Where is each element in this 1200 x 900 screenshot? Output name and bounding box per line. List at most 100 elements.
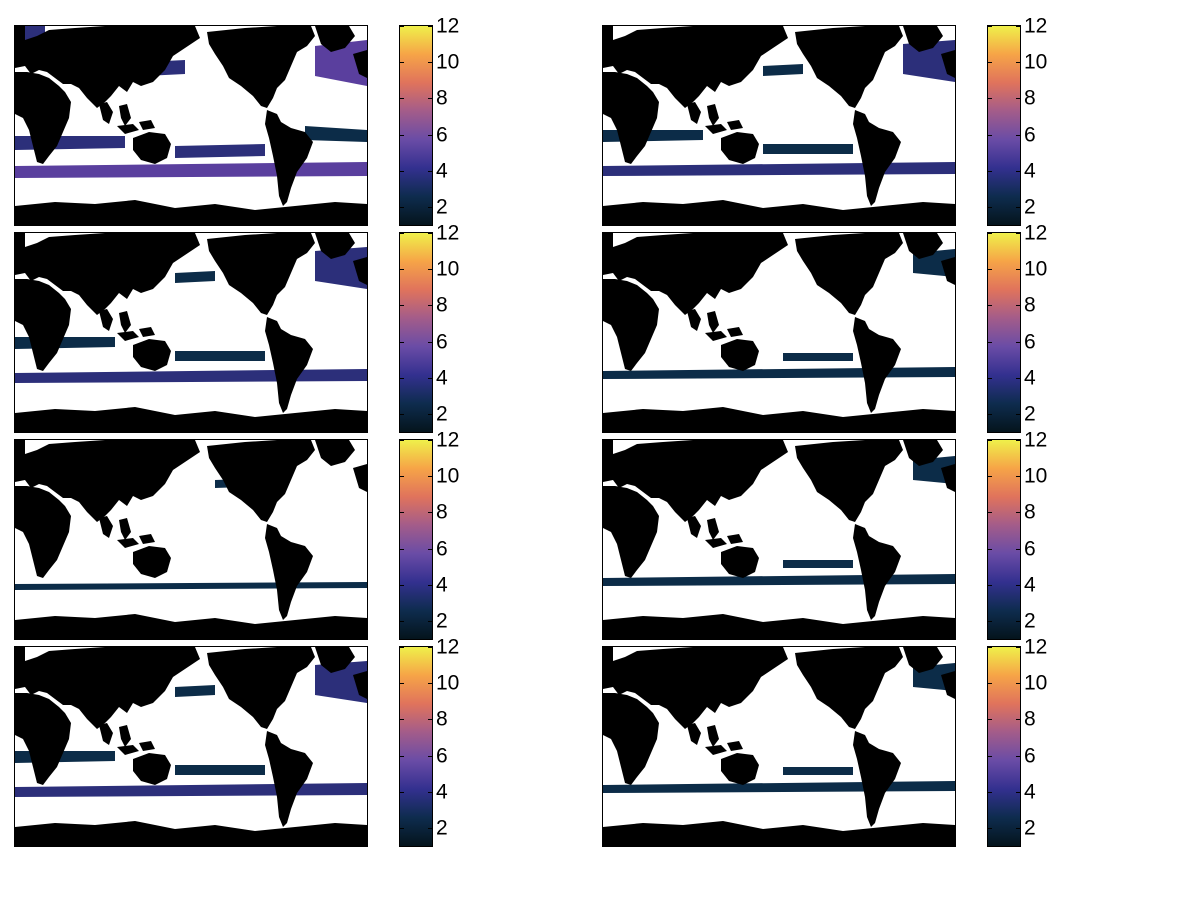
landmass [903,440,943,466]
colorbar-tick-mark [428,170,432,172]
colorbar-tick-mark [1016,827,1020,829]
colorbar-tick-mark [400,98,404,100]
colorbar-tick-label: 12 [436,428,460,452]
colorbar-tick-mark [428,512,432,514]
colorbar-tick-mark [1016,269,1020,271]
world-map [603,647,955,846]
colorbar-tick-mark [428,791,432,793]
colorbar-tick-mark [1016,476,1020,478]
colorbar-tick-label: 8 [1024,293,1036,317]
colorbar-tick-mark [988,476,992,478]
colorbar-tick-mark [988,827,992,829]
colorbar-tick-mark [400,476,404,478]
colorbar-tick-mark [1016,620,1020,622]
colorbar-tick-mark [428,134,432,136]
landmass [15,200,367,225]
colorbar-tick-mark [1016,584,1020,586]
colorbar-tick-mark [428,413,432,415]
colorbar-tick-label: 8 [436,86,448,110]
colorbar-tick-mark [428,341,432,343]
landmass [133,339,171,371]
landmass [853,731,901,827]
landmass [941,671,955,699]
map-panel-r3c1 [14,439,368,640]
colorbar-tick-mark [428,440,432,441]
map-panel-r3c2 [602,439,956,640]
colorbar-tick-mark [988,26,992,27]
colorbar-tick-mark [400,233,404,234]
colorbar-tick-mark [988,584,992,586]
colorbar-tick-mark [400,170,404,172]
colorbar-tick-mark [400,683,404,685]
colorbar-tick-label: 2 [436,195,448,219]
colorbar-tick-mark [428,269,432,271]
landmass [265,110,313,206]
landmass [687,309,719,333]
colorbar-tick-mark [400,26,404,27]
landmass [721,339,759,371]
colorbar-tick-label: 12 [1024,635,1048,659]
landmass [853,524,901,620]
map-panel-r4c2 [602,646,956,847]
ocean-value-region [175,144,265,158]
world-map [603,26,955,225]
colorbar-tick-label: 4 [436,780,448,804]
world-map [15,26,367,225]
colorbar-tick-label: 12 [436,221,460,245]
colorbar-tick-mark [400,755,404,757]
landmass [853,317,901,413]
colorbar-tick-label: 6 [1024,330,1036,354]
landmass [99,516,131,540]
colorbar-tick-label: 12 [436,14,460,38]
landmass [603,72,659,164]
map-panel-r4c1 [14,646,368,847]
colorbar-tick-mark [428,62,432,64]
ocean-value-region [315,247,367,289]
colorbar-tick-mark [400,719,404,721]
landmass [603,647,788,729]
landmass [705,534,743,548]
landmass [117,534,155,548]
ocean-value-region [763,144,853,154]
landmass [721,132,759,164]
colorbar: 2 4 6 8 10 12 [399,430,459,640]
colorbar-gradient [400,26,432,225]
world-map [15,233,367,432]
colorbar-tick-mark [400,791,404,793]
colorbar-tick-mark [428,476,432,478]
colorbar-tick-mark [1016,26,1020,27]
colorbar-tick-mark [988,62,992,64]
landmass [207,26,315,108]
colorbar-tick-label: 6 [436,330,448,354]
landmass [265,524,313,620]
colorbar-gradient [988,647,1020,846]
colorbar-tick-label: 4 [1024,159,1036,183]
landmass [315,26,355,52]
colorbar-tick-label: 6 [436,744,448,768]
landmass [117,120,155,134]
landmass [99,723,131,747]
colorbar-tick-label: 10 [436,257,460,281]
colorbar-tick-mark [428,26,432,27]
colorbar-tick-mark [428,98,432,100]
colorbar-tick-mark [988,206,992,208]
colorbar-tick-mark [428,647,432,648]
colorbar-tick-mark [988,341,992,343]
colorbar-tick-mark [400,305,404,307]
landmass [903,26,943,52]
colorbar-tick-mark [988,791,992,793]
landmass [941,50,955,78]
landmass [207,647,315,729]
ocean-value-region [175,351,265,361]
colorbar-tick-mark [988,305,992,307]
colorbar-gradient [988,440,1020,639]
landmass [15,614,367,639]
map-panel-r1c1 [14,25,368,226]
world-map [15,647,367,846]
colorbar-tick-mark [428,305,432,307]
colorbar-tick-label: 4 [436,366,448,390]
colorbar-gradient [400,440,432,639]
colorbar-tick-mark [428,620,432,622]
colorbar-tick-mark [1016,413,1020,415]
colorbar-tick-label: 8 [1024,707,1036,731]
